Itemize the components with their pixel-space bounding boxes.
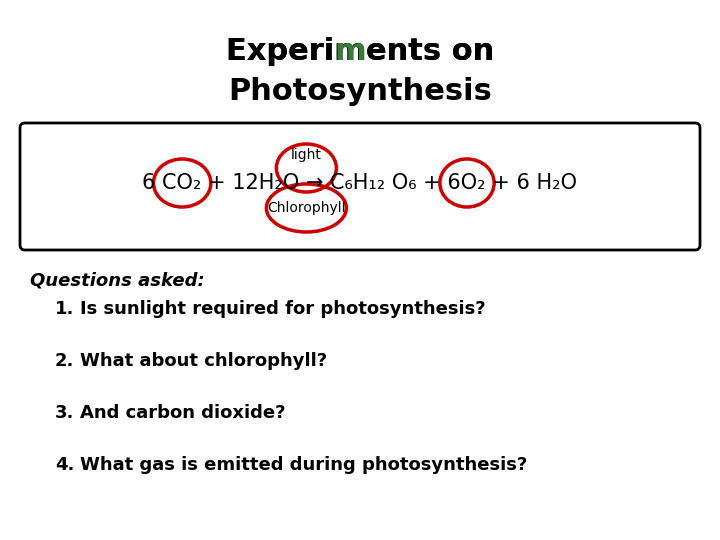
Text: m: m bbox=[280, 37, 312, 66]
Text: Experiments on: Experiments on bbox=[226, 37, 494, 66]
Text: 6 CO₂ + 12H₂O → C₆H₁₂ O₆ +: 6 CO₂ + 12H₂O → C₆H₁₂ O₆ + bbox=[25, 173, 330, 193]
Text: Chlorophyll: Chlorophyll bbox=[267, 201, 346, 215]
Text: Experi​m​ents on: Experi​m​ents on bbox=[226, 37, 494, 66]
Text: And carbon dioxide?: And carbon dioxide? bbox=[80, 404, 286, 422]
Text: light: light bbox=[291, 148, 322, 162]
Text: What about chlorophyll?: What about chlorophyll? bbox=[80, 352, 327, 370]
Text: 1.: 1. bbox=[55, 300, 74, 318]
Text: 2.: 2. bbox=[55, 352, 74, 370]
Text: m: m bbox=[334, 37, 366, 66]
Text: Experiments on: Experiments on bbox=[226, 37, 494, 66]
Text: Experi: Experi bbox=[280, 37, 388, 66]
Text: 6: 6 bbox=[25, 173, 45, 193]
Text: What gas is emitted during photosynthesis?: What gas is emitted during photosynthesi… bbox=[80, 456, 527, 474]
Text: 6 CO₂ + 12H₂O → C₆H₁₂ O₆ + 6O₂ + 6 H₂O: 6 CO₂ + 12H₂O → C₆H₁₂ O₆ + 6O₂ + 6 H₂O bbox=[143, 173, 577, 193]
FancyBboxPatch shape bbox=[20, 123, 700, 250]
Text: 3.: 3. bbox=[55, 404, 74, 422]
Text: Photosynthesis: Photosynthesis bbox=[228, 78, 492, 106]
Text: 6 CO₂ + 12H₂O: 6 CO₂ + 12H₂O bbox=[25, 173, 189, 193]
Text: Is sunlight required for photosynthesis?: Is sunlight required for photosynthesis? bbox=[80, 300, 485, 318]
Text: Experiments on: Experiments on bbox=[280, 37, 548, 66]
Text: 6 CO₂: 6 CO₂ bbox=[25, 173, 84, 193]
Text: Questions asked:: Questions asked: bbox=[30, 272, 204, 290]
Text: 4.: 4. bbox=[55, 456, 74, 474]
Text: 6 CO₂ + 12H₂O → C₆H₁₂ O₆ + 6O₂ + 6 H₂O: 6 CO₂ + 12H₂O → C₆H₁₂ O₆ + 6O₂ + 6 H₂O bbox=[25, 173, 460, 193]
Text: 6 CO₂ + 12H₂O → C₆H₁₂ O₆ + 6O₂: 6 CO₂ + 12H₂O → C₆H₁₂ O₆ + 6O₂ bbox=[25, 173, 369, 193]
